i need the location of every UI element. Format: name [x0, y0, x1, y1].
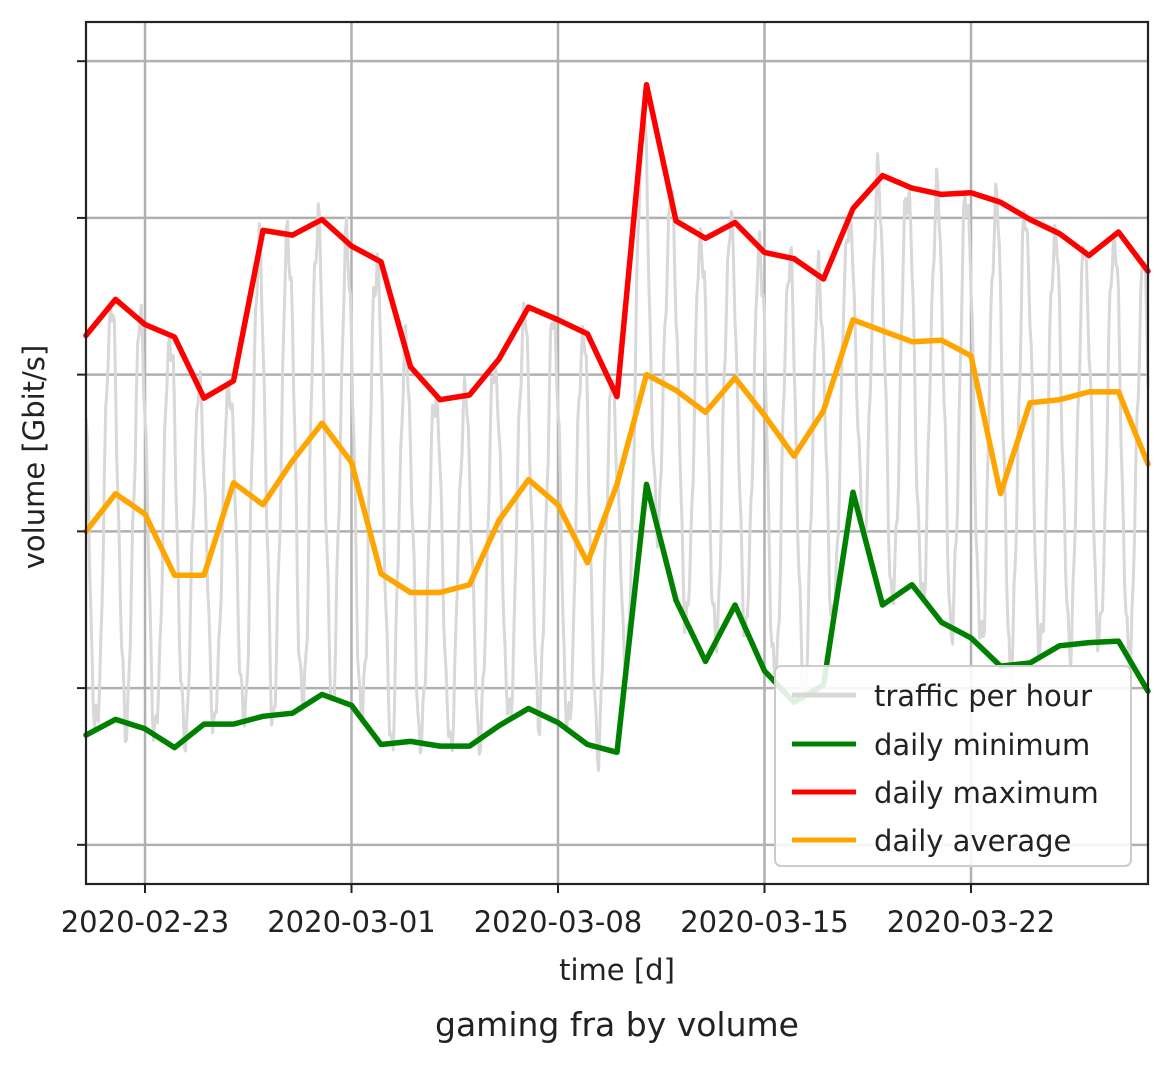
x-tick-label: 2020-02-23 [61, 905, 230, 939]
line-daily-minimum [83, 481, 1151, 756]
legend-box [774, 665, 1132, 867]
x-tick-label: 2020-03-08 [474, 905, 643, 939]
x-tick-label: 2020-03-15 [680, 905, 849, 939]
series-lines [83, 81, 1151, 756]
legend-label-traffic: traffic per hour [874, 679, 1092, 713]
plot-frame [84, 20, 1150, 886]
line-daily-maximum [83, 81, 1151, 403]
x-tick-label: 2020-03-01 [267, 905, 436, 939]
chart-title: gaming fra by volume [435, 1005, 799, 1044]
y-axis-label: volume [Gbit/s] [17, 345, 51, 569]
legend-label-maximum: daily maximum [874, 776, 1099, 810]
line-daily-average [83, 317, 1151, 596]
axis-ticks [77, 60, 972, 893]
x-axis-label: time [d] [559, 953, 675, 987]
x-tick-label: 2020-03-22 [887, 905, 1056, 939]
legend: traffic per hour daily minimum daily max… [774, 665, 1132, 867]
legend-label-average: daily average [874, 824, 1071, 858]
x-tick-labels: 2020-02-23 2020-03-01 2020-03-08 2020-03-15… [61, 905, 1056, 939]
legend-label-minimum: daily minimum [874, 728, 1090, 762]
